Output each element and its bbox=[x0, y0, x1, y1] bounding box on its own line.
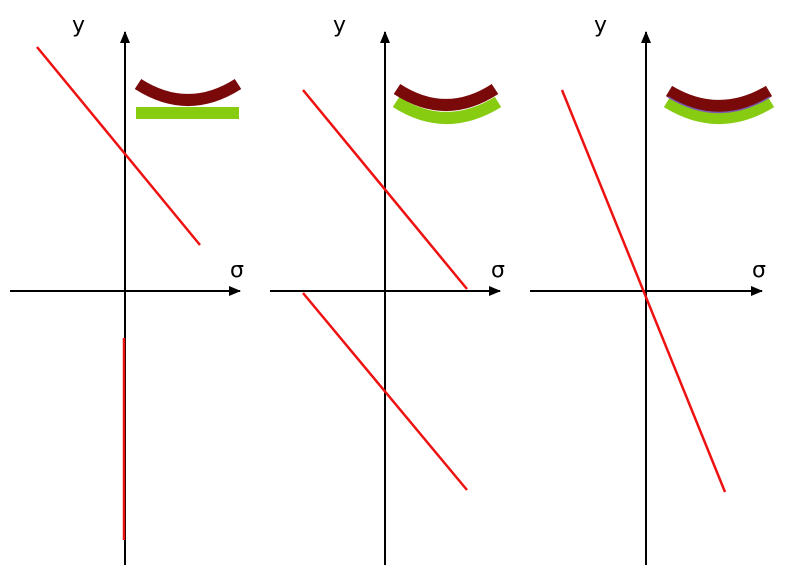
layer-icon-bonded bbox=[663, 85, 775, 124]
top-layer-bent bbox=[665, 85, 773, 112]
x-axis-label: σ bbox=[491, 258, 505, 283]
panel-bonded-layers: y σ bbox=[530, 13, 775, 565]
top-layer-bent bbox=[393, 83, 499, 111]
stress-line-upper bbox=[302, 89, 468, 290]
stress-line-upper bbox=[36, 46, 201, 246]
bottom-layer-bent bbox=[392, 96, 502, 124]
panel-bent-layers-slip: y σ bbox=[270, 13, 505, 565]
stress-line bbox=[560, 89, 727, 493]
layer-icon-slip bbox=[392, 83, 502, 124]
y-axis-label: y bbox=[72, 13, 85, 38]
x-axis-label: σ bbox=[230, 258, 244, 283]
y-axis-label: y bbox=[594, 13, 607, 38]
top-layer-bent bbox=[134, 78, 242, 106]
panel-separate-layers: y σ bbox=[10, 13, 244, 565]
bottom-layer-bent bbox=[663, 96, 775, 124]
layer-icon-separate bbox=[134, 78, 242, 119]
layer-interface bbox=[667, 96, 771, 114]
stress-line-lower bbox=[302, 292, 468, 491]
y-axis-label: y bbox=[333, 13, 346, 38]
x-axis-label: σ bbox=[752, 258, 766, 283]
bottom-layer-flat bbox=[136, 107, 239, 119]
